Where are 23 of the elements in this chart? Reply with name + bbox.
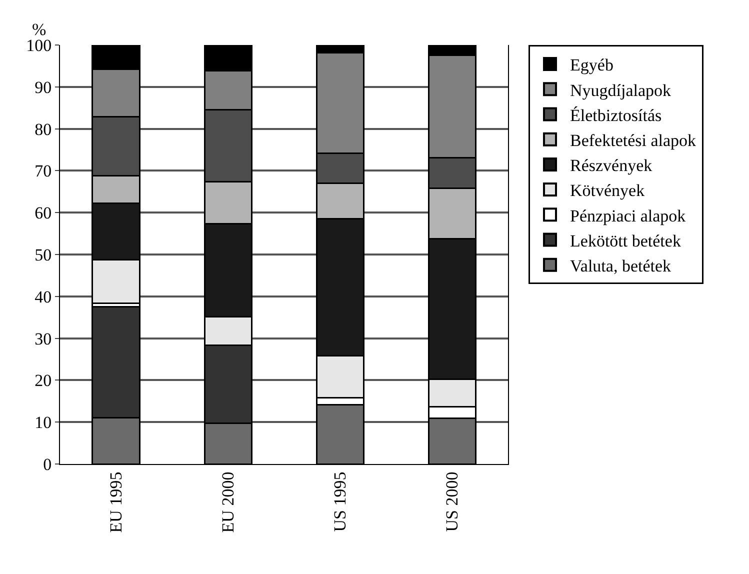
y-tick-label: 80 (34, 120, 52, 139)
y-tick-label: 10 (34, 413, 52, 432)
legend-label: Valuta, betétek (570, 256, 672, 276)
y-tick-label: 30 (34, 329, 52, 348)
legend-label: Lekötött betétek (570, 231, 682, 250)
y-tick-label: 40 (34, 287, 52, 306)
legend-label: Részvények (570, 156, 653, 176)
x-tick-label: EU 2000 (218, 472, 238, 533)
x-tick-label: US 2000 (442, 472, 462, 532)
legend-label: Pénzpiaci alapok (570, 206, 686, 226)
legend-label: Kötvények (570, 181, 646, 200)
legend-label: Befektetési alapok (570, 130, 697, 150)
y-tick-label: 20 (34, 371, 52, 390)
y-tick-label: 70 (34, 162, 52, 181)
y-tick-label: 50 (34, 245, 52, 264)
x-tick-label: US 1995 (330, 472, 350, 532)
legend-label: Nyugdíjalapok (570, 80, 672, 100)
legend-label: Életbiztosítás (570, 106, 662, 125)
y-tick-label: 0 (43, 454, 52, 474)
x-tick-label: EU 1995 (106, 472, 126, 533)
legend-label: Egyéb (570, 56, 614, 75)
y-tick-label: 60 (34, 204, 52, 223)
y-tick-label: 90 (34, 78, 52, 97)
